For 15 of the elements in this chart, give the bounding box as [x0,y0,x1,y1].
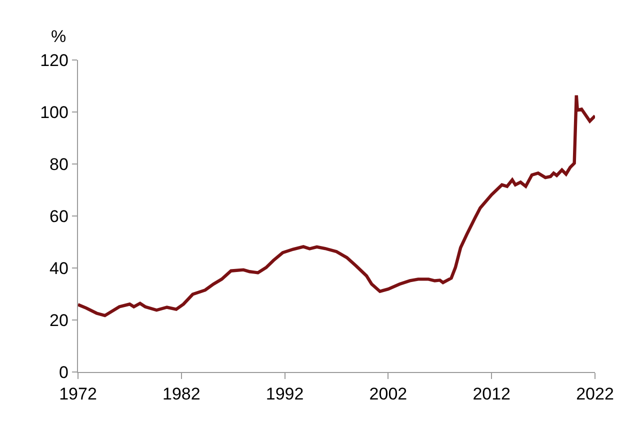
y-tick-label: 40 [50,258,68,278]
line-series [78,94,595,318]
x-tick-label: 1972 [59,384,97,404]
y-tick-label: 80 [50,154,68,174]
x-tick-label: 2012 [472,384,511,404]
y-tick-label: 120 [40,50,68,70]
y-tick-label: 20 [50,310,68,330]
y-tick-label: 0 [58,362,68,382]
x-tick-label: 1992 [266,384,304,404]
x-tick-label: 2022 [576,384,614,404]
x-tick-label: 1982 [162,384,200,404]
y-tick-label: 60 [50,206,68,226]
x-tick-label: 2002 [369,384,408,404]
y-axis-title: % [51,27,66,46]
y-tick-label: 100 [40,102,68,122]
